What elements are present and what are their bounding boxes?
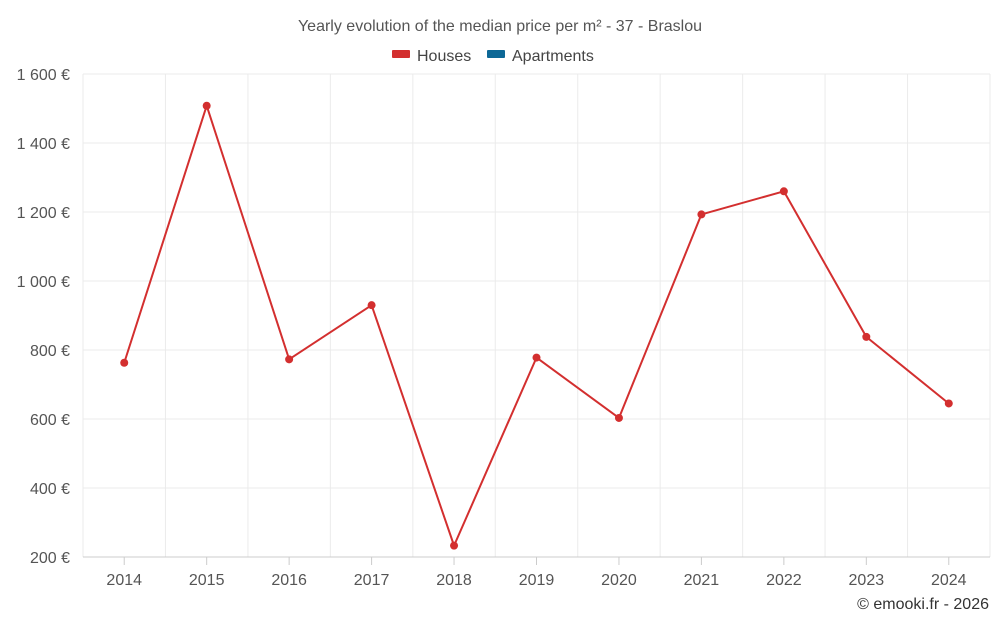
data-point[interactable] (614, 413, 623, 422)
x-tick-label: 2023 (849, 572, 885, 589)
x-tick-label: 2016 (271, 572, 307, 589)
x-tick-label: 2020 (601, 572, 637, 589)
y-tick-label: 600 € (30, 412, 70, 429)
data-point[interactable] (697, 210, 706, 219)
data-point[interactable] (944, 399, 953, 408)
y-tick-label: 400 € (30, 481, 70, 498)
x-tick-label: 2017 (354, 572, 390, 589)
data-point[interactable] (285, 355, 294, 364)
credit-text: © emooki.fr - 2026 (857, 596, 989, 613)
y-tick-label: 1 000 € (17, 274, 70, 291)
x-tick-label: 2014 (106, 572, 142, 589)
y-tick-label: 200 € (30, 550, 70, 567)
legend-label-houses[interactable]: Houses (417, 48, 471, 65)
y-axis: 200 € 400 € 600 € 800 € 1 000 € 1 200 € 1 400 … (17, 67, 70, 567)
grid (82, 73, 991, 557)
series-houses (120, 101, 953, 550)
legend-swatch-apartments (487, 50, 505, 58)
x-tick-label: 2018 (436, 572, 472, 589)
x-tick-label: 2022 (766, 572, 802, 589)
data-point[interactable] (202, 101, 211, 110)
x-tick-label: 2015 (189, 572, 225, 589)
legend-swatch-houses (392, 50, 410, 58)
data-point[interactable] (120, 358, 129, 367)
data-point[interactable] (779, 187, 788, 196)
y-tick-label: 1 200 € (17, 205, 70, 222)
chart-title: Yearly evolution of the median price per… (298, 18, 702, 35)
data-point[interactable] (367, 301, 376, 310)
x-tick-label: 2024 (931, 572, 967, 589)
x-tick-label: 2019 (519, 572, 555, 589)
y-tick-label: 1 400 € (17, 136, 70, 153)
data-point[interactable] (532, 353, 541, 362)
y-tick-label: 800 € (30, 343, 70, 360)
y-tick-label: 1 600 € (17, 67, 70, 84)
data-point[interactable] (450, 541, 459, 550)
legend: Houses Apartments (392, 48, 594, 65)
x-axis: 2014 2015 2016 2017 2018 2019 2020 2021 2022 2023… (83, 556, 990, 589)
x-tick-label: 2021 (684, 572, 720, 589)
data-point[interactable] (862, 332, 871, 341)
legend-label-apartments[interactable]: Apartments (512, 48, 594, 65)
